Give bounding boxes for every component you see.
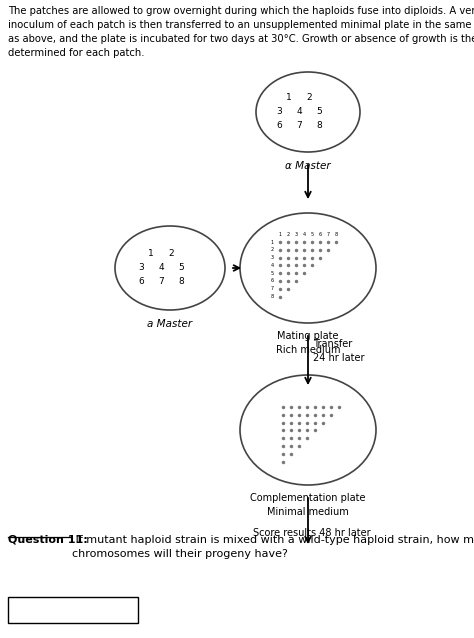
Text: 2: 2 bbox=[286, 232, 290, 237]
Text: Mating plate
Rich medium: Mating plate Rich medium bbox=[276, 331, 340, 355]
Text: 6: 6 bbox=[319, 232, 321, 237]
Text: 8: 8 bbox=[316, 121, 322, 130]
Text: The patches are allowed to grow overnight during which the haploids fuse into di: The patches are allowed to grow overnigh… bbox=[8, 6, 474, 58]
Text: Transfer
24 hr later: Transfer 24 hr later bbox=[313, 339, 365, 363]
Text: 5: 5 bbox=[316, 107, 322, 115]
Text: 5: 5 bbox=[310, 232, 314, 237]
Text: 7: 7 bbox=[327, 232, 329, 237]
Text: 4: 4 bbox=[158, 262, 164, 272]
Text: 7: 7 bbox=[271, 286, 273, 292]
Text: 3: 3 bbox=[271, 255, 273, 260]
Text: Question 11:: Question 11: bbox=[8, 535, 88, 545]
Text: 4: 4 bbox=[296, 107, 302, 115]
Text: 8: 8 bbox=[178, 276, 184, 285]
Text: 8: 8 bbox=[335, 232, 337, 237]
Text: α Master: α Master bbox=[285, 161, 331, 171]
Text: 1: 1 bbox=[271, 239, 273, 244]
Text: 2: 2 bbox=[168, 248, 174, 258]
Text: a Master: a Master bbox=[147, 319, 192, 329]
Text: 2: 2 bbox=[271, 248, 273, 252]
Text: 3: 3 bbox=[294, 232, 298, 237]
Text: 6: 6 bbox=[276, 121, 282, 130]
Text: Complementation plate
Minimal medium: Complementation plate Minimal medium bbox=[250, 493, 366, 517]
Text: 4: 4 bbox=[271, 263, 273, 268]
Text: 1: 1 bbox=[278, 232, 282, 237]
Text: 7: 7 bbox=[158, 276, 164, 285]
Text: 6: 6 bbox=[138, 276, 144, 285]
Text: 1: 1 bbox=[286, 94, 292, 103]
Text: 1: 1 bbox=[148, 248, 154, 258]
Bar bbox=[8, 597, 138, 623]
Text: If mutant haploid strain is mixed with a wild-type haploid strain, how many
chro: If mutant haploid strain is mixed with a… bbox=[72, 535, 474, 559]
Text: 6: 6 bbox=[271, 279, 273, 283]
Text: 4: 4 bbox=[302, 232, 306, 237]
Text: 5: 5 bbox=[271, 271, 273, 276]
Text: Score results 48 hr later: Score results 48 hr later bbox=[253, 528, 371, 538]
Text: 7: 7 bbox=[296, 121, 302, 130]
Text: 3: 3 bbox=[138, 262, 144, 272]
Text: 5: 5 bbox=[178, 262, 184, 272]
Text: 2: 2 bbox=[306, 94, 312, 103]
Text: 3: 3 bbox=[276, 107, 282, 115]
Text: 8: 8 bbox=[271, 294, 273, 299]
